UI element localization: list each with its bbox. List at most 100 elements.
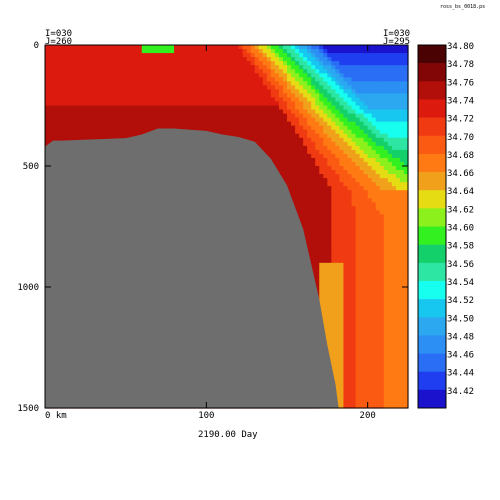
field-cell bbox=[186, 121, 191, 127]
field-cell bbox=[121, 133, 127, 139]
field-cell bbox=[89, 97, 94, 103]
field-cell bbox=[97, 109, 103, 115]
field-cell bbox=[170, 69, 175, 74]
field-cell bbox=[97, 45, 103, 50]
field-cell bbox=[182, 117, 187, 123]
field-cell bbox=[57, 125, 62, 131]
field-cell bbox=[206, 93, 211, 99]
field-cell bbox=[214, 53, 220, 58]
field-cell bbox=[238, 53, 244, 58]
field-cell bbox=[105, 97, 111, 103]
field-cell bbox=[226, 125, 232, 131]
field-cell bbox=[250, 61, 256, 66]
field-cell bbox=[45, 53, 50, 58]
field-cell bbox=[49, 65, 54, 70]
field-cell bbox=[234, 105, 240, 111]
field-cell bbox=[226, 49, 232, 54]
field-cell bbox=[129, 97, 135, 103]
field-cell bbox=[81, 125, 86, 131]
field-cell bbox=[53, 101, 58, 107]
field-cell bbox=[77, 101, 82, 107]
field-cell bbox=[202, 73, 207, 78]
field-cell bbox=[190, 81, 195, 86]
field-cell bbox=[133, 69, 139, 74]
field-cell bbox=[186, 57, 191, 62]
field-cell bbox=[53, 85, 58, 90]
field-cell bbox=[97, 117, 103, 123]
field-cell bbox=[186, 65, 191, 70]
field-cell bbox=[174, 105, 179, 111]
field-cell bbox=[250, 97, 256, 103]
field-cell bbox=[266, 85, 272, 90]
field-cell bbox=[254, 105, 260, 111]
field-cell bbox=[190, 73, 195, 78]
field-cell bbox=[57, 53, 62, 58]
field-cell bbox=[218, 85, 224, 90]
field-cell bbox=[214, 85, 220, 90]
field-cell bbox=[145, 105, 151, 111]
field-cell bbox=[65, 125, 70, 131]
field-cell bbox=[133, 105, 139, 111]
field-cell bbox=[194, 77, 199, 82]
field-cell bbox=[250, 109, 256, 115]
field-cell bbox=[161, 101, 167, 107]
field-cell bbox=[166, 117, 171, 123]
field-cell bbox=[129, 85, 135, 90]
field-cell bbox=[246, 105, 252, 111]
field-cell bbox=[105, 105, 111, 111]
field-cell bbox=[97, 133, 103, 139]
field-cell bbox=[117, 101, 123, 107]
field-cell bbox=[117, 109, 123, 115]
field-cell bbox=[250, 57, 256, 62]
field-cell bbox=[133, 61, 139, 66]
field-cell bbox=[109, 57, 115, 62]
field-cell bbox=[262, 133, 268, 139]
field-cell bbox=[89, 109, 94, 115]
field-cell bbox=[145, 53, 151, 58]
field-cell bbox=[198, 65, 203, 70]
field-cell bbox=[202, 69, 207, 74]
field-cell bbox=[85, 49, 90, 54]
field-cell bbox=[121, 57, 127, 62]
field-cell bbox=[238, 97, 244, 103]
field-cell bbox=[250, 65, 256, 70]
field-cell bbox=[246, 89, 252, 94]
field-cell bbox=[69, 49, 74, 54]
field-cell bbox=[190, 117, 195, 123]
field-cell bbox=[166, 65, 171, 70]
field-cell bbox=[145, 69, 151, 74]
field-cell bbox=[234, 101, 240, 107]
field-cell bbox=[85, 105, 90, 111]
field-cell bbox=[57, 97, 62, 103]
field-cell bbox=[262, 141, 268, 147]
field-cell bbox=[246, 61, 252, 66]
field-cell bbox=[109, 61, 115, 66]
field-cell bbox=[93, 45, 99, 50]
field-cell bbox=[258, 69, 264, 74]
field-cell bbox=[101, 81, 107, 86]
field-cell bbox=[246, 49, 252, 54]
field-cell bbox=[149, 77, 155, 82]
field-cell bbox=[178, 105, 183, 111]
field-cell bbox=[113, 113, 119, 119]
field-cell bbox=[129, 101, 135, 107]
field-cell bbox=[45, 85, 50, 90]
field-cell bbox=[93, 49, 99, 54]
field-cell bbox=[246, 125, 252, 131]
field-cell bbox=[258, 49, 264, 54]
field-cell bbox=[230, 77, 236, 82]
field-cell bbox=[218, 109, 224, 115]
field-cell bbox=[242, 81, 248, 86]
field-cell bbox=[133, 81, 139, 86]
field-cell bbox=[113, 97, 119, 103]
field-cell bbox=[166, 45, 171, 50]
field-cell bbox=[137, 69, 143, 74]
field-cell bbox=[93, 129, 99, 135]
field-cell bbox=[53, 109, 58, 115]
field-cell bbox=[49, 69, 54, 74]
field-cell bbox=[89, 61, 94, 66]
field-cell bbox=[202, 109, 207, 115]
field-cell bbox=[73, 61, 78, 66]
field-cell bbox=[53, 133, 58, 139]
field-cell bbox=[206, 57, 211, 62]
